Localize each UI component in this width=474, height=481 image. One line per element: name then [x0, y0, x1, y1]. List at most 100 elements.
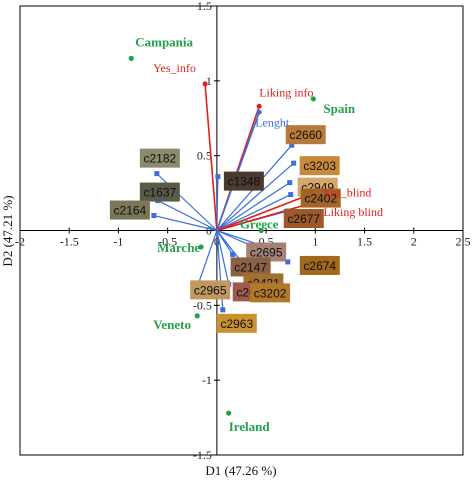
- product-label-c2674: c2674: [299, 255, 340, 275]
- variable-label-liking-blind: Liking blind: [323, 205, 383, 219]
- product-label-text: c2677: [287, 212, 320, 226]
- x-tick-label: -1.5: [60, 235, 79, 249]
- x-tick-label: 2.5: [456, 235, 471, 249]
- country-points: Campania Spain Greece Marche Veneto Ireland: [128, 34, 356, 434]
- y-tick-label: -1: [202, 373, 212, 387]
- product-label-box: [139, 182, 180, 202]
- product-vector: [157, 200, 218, 232]
- variable-vector: [216, 111, 260, 231]
- country-label-campania: Campania: [135, 34, 193, 49]
- product-label-box: [299, 255, 340, 275]
- product-label-text: c2660: [289, 128, 322, 142]
- product-vector-end-marker: [215, 174, 221, 180]
- y-axis-title: D2 (47.21 %): [0, 195, 15, 266]
- product-label-text: c2695: [250, 245, 283, 259]
- product-label-box: [300, 188, 341, 208]
- x-tick-labels: -2 -1.5 -1 -0.5 0 0.5 1 1.5 2 2.5: [15, 227, 471, 249]
- product-label-text: c3202: [254, 286, 287, 300]
- y-tick-label: -1.5: [193, 448, 212, 462]
- product-vector-end-marker: [289, 142, 295, 148]
- product-label-text: c2402: [304, 192, 337, 206]
- variable-vector: [216, 190, 318, 232]
- product-label-c2695: c2695: [246, 242, 287, 262]
- product-label-box: [250, 283, 291, 303]
- product-vector-end-marker: [287, 180, 293, 186]
- product-vector: [156, 173, 218, 231]
- x-tick-label: -0.5: [158, 235, 177, 249]
- country-point-spain: [310, 96, 316, 102]
- product-label-c3203: c3203: [299, 156, 340, 176]
- y-tick-label: 0: [206, 224, 212, 238]
- x-axis-title: D1 (47.26 %): [205, 463, 276, 478]
- product-label-box: [190, 280, 231, 300]
- product-vector: [216, 182, 291, 232]
- product-label-c2402: c2402: [300, 188, 341, 208]
- product-vector-end-marker: [220, 307, 226, 313]
- country-point-greece: [258, 227, 264, 234]
- product-vector: [216, 176, 219, 231]
- variable-label-yes-info: Yes_info: [153, 61, 196, 75]
- y-tick-label: -0.5: [193, 298, 212, 312]
- variable-labels: Yes_info Liking info Yes_blind Liking blind…: [153, 61, 383, 219]
- product-label-box: [299, 156, 340, 176]
- product-label-text: c1637: [143, 186, 176, 200]
- product-vector: [197, 230, 218, 285]
- x-tick-label: -1: [113, 235, 123, 249]
- variable-vector-end-marker: [202, 81, 208, 87]
- product-label-box: [285, 125, 326, 145]
- product-vector-end-marker: [285, 259, 291, 265]
- product-label-box: [139, 148, 180, 168]
- product-vector-end-marker: [151, 213, 157, 219]
- country-label-marche: Marche: [157, 240, 200, 255]
- product-label-text: c2965: [194, 283, 227, 297]
- product-label-c2182: c2182: [139, 148, 180, 168]
- product-label-c2164: c2164: [109, 200, 150, 220]
- product-label-box: [223, 171, 264, 191]
- product-label-c2963: c2963: [216, 313, 257, 333]
- x-tick-label: -2: [15, 235, 25, 249]
- x-tick-label: 1: [312, 235, 318, 249]
- variable-vector-end-marker: [256, 103, 262, 109]
- variable-label-liking-info: Liking info: [259, 85, 313, 99]
- y-tick-label: 0.5: [197, 149, 212, 163]
- product-label-text: c2674: [303, 259, 336, 273]
- x-tick-label: 2: [411, 235, 417, 249]
- product-label-text: c2182: [143, 152, 176, 166]
- product-label-c2147: c2147: [230, 257, 271, 277]
- product-label-box: [283, 209, 324, 229]
- variable-vector-end-marker: [256, 109, 262, 115]
- variable-label-yes-blind: Yes_blind: [323, 186, 371, 200]
- product-vector-end-marker: [291, 160, 297, 166]
- product-label-box: [246, 242, 287, 262]
- product-label-text: c2963: [220, 317, 253, 331]
- product-vector-end-marker: [154, 171, 160, 177]
- product-label-c2965: c2965: [190, 280, 231, 300]
- product-label-box: [109, 200, 150, 220]
- product-label-c1637: c1637: [139, 182, 180, 202]
- product-vector: [216, 194, 291, 232]
- country-point-campania: [128, 55, 134, 61]
- product-label-text: c1348: [228, 175, 261, 189]
- product-label-text: c2147: [234, 260, 267, 274]
- product-label-text: c2164: [114, 204, 147, 218]
- product-vector: [216, 162, 295, 231]
- country-point-veneto: [194, 313, 200, 319]
- product-vector: [216, 230, 230, 285]
- country-label-ireland: Ireland: [229, 419, 271, 434]
- x-tick-label: 1.5: [357, 235, 372, 249]
- variable-vector: [204, 83, 218, 231]
- product-label-box: [230, 257, 271, 277]
- country-label-greece: Greece: [240, 217, 279, 232]
- product-vector-end-marker: [230, 251, 236, 257]
- product-label-c2677: c2677: [283, 209, 324, 229]
- product-markers: c2182c1637c2164c1348c2660c3203c2949c2402…: [109, 125, 341, 333]
- product-label-c1348: c1348: [223, 171, 264, 191]
- product-label-text: c3203: [303, 159, 336, 173]
- country-point-ireland: [226, 410, 232, 416]
- variable-label-lenght: Lenght: [255, 115, 290, 129]
- x-tick-label: 0: [214, 235, 220, 249]
- variable-vector: [216, 201, 316, 232]
- product-label-c2660: c2660: [285, 125, 326, 145]
- product-label-c3202: c3202: [250, 283, 291, 303]
